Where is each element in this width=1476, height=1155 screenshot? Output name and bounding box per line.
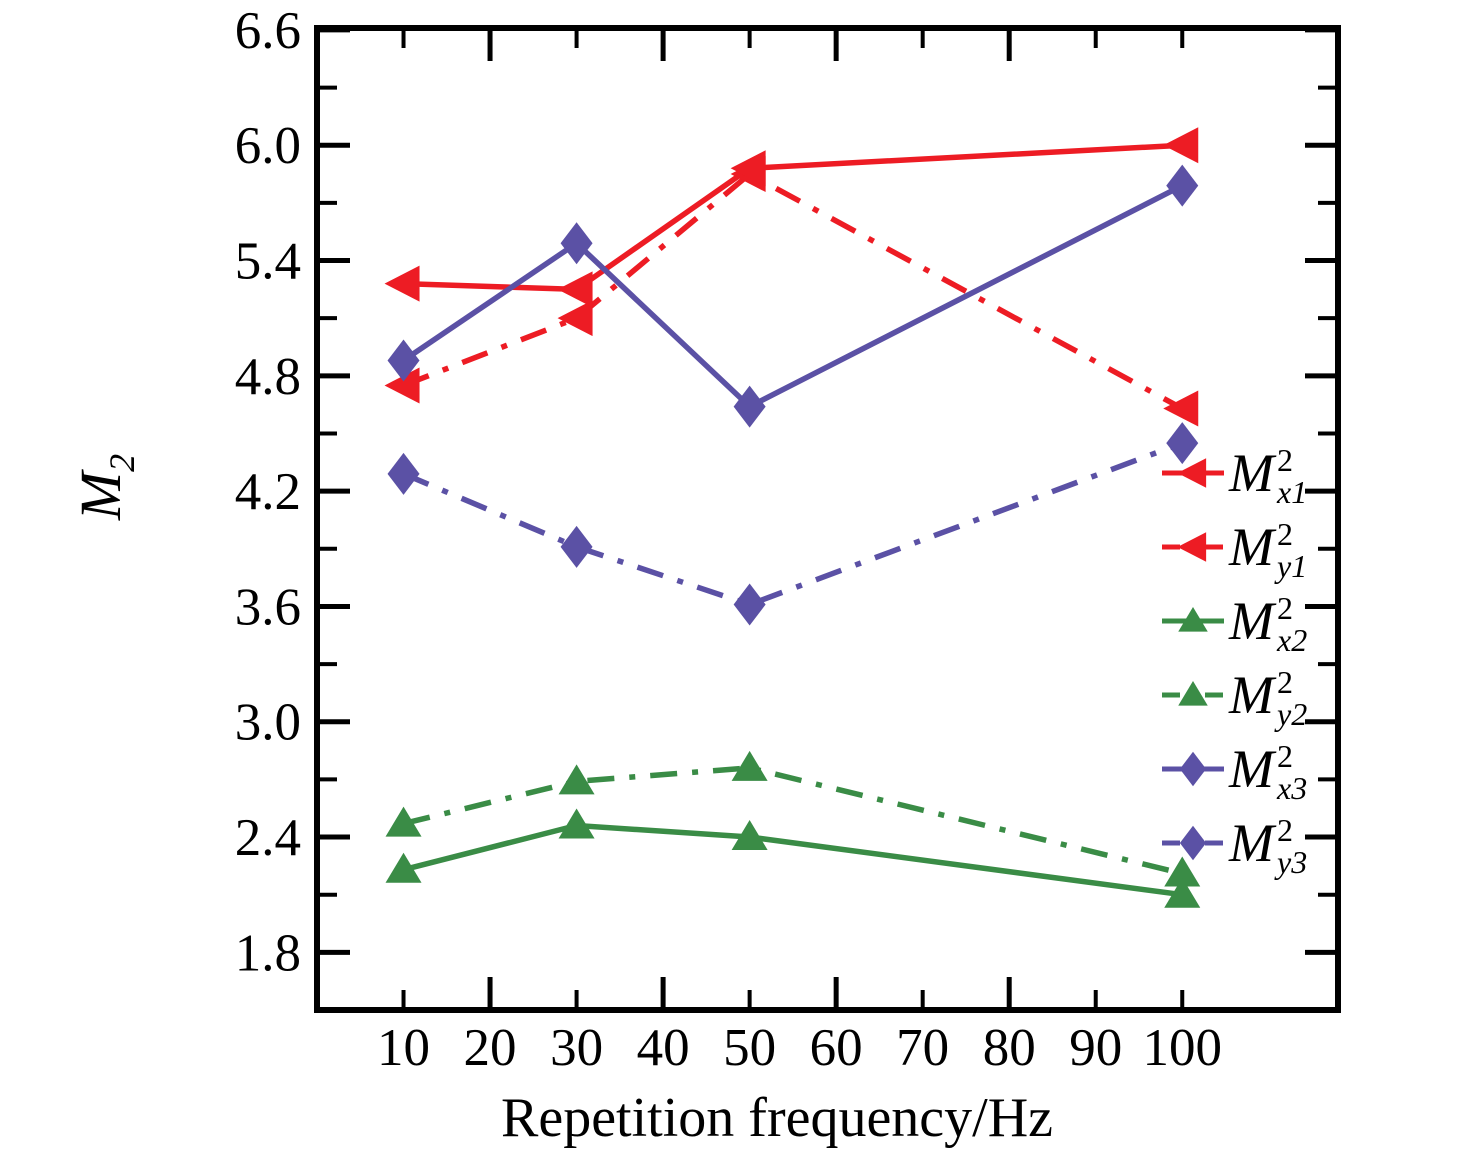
legend-label-Mx3-sub: x3: [1276, 770, 1308, 806]
series-Mx1-marker-30: [557, 271, 593, 308]
x-tick-label-70: 70: [896, 1019, 949, 1077]
y-tick-label-1.8: 1.8: [235, 924, 301, 982]
series-My3-line: [402, 440, 1184, 608]
legend-label-Mx1: M 2 x1: [1229, 441, 1308, 510]
y-tick-label-6.6: 6.6: [235, 2, 301, 60]
y-tick-label-5.4: 5.4: [235, 233, 301, 291]
y-tick-label-6: 6.0: [235, 117, 301, 175]
legend-label-Mx3-main: M: [1229, 739, 1274, 799]
y-axis-title-sub: 2: [102, 453, 142, 472]
series-My1-marker-100: [1163, 390, 1199, 427]
series-Mx3-marker-30: [560, 222, 593, 265]
legend-marker-Mx2-icon: [1162, 607, 1224, 632]
y-tick-label-3.6: 3.6: [235, 578, 301, 636]
series-Mx1-marker-10: [384, 265, 420, 302]
x-tick-label-90: 90: [1069, 1019, 1122, 1077]
legend-item-My3: M 2 y3: [1160, 806, 1307, 880]
x-tick-label-60: 60: [810, 1019, 863, 1077]
x-tick-label-20: 20: [464, 1019, 517, 1077]
series-My1-marker-10: [384, 367, 420, 404]
series-My3-marker-100: [1166, 422, 1199, 465]
series-Mx1-marker-100: [1163, 127, 1199, 164]
series-My2-marker-30: [558, 764, 595, 795]
legend-label-My3-sup: 2: [1276, 812, 1293, 848]
legend-item-Mx2: M 2 x2: [1160, 584, 1307, 658]
x-tick-label-50: 50: [723, 1019, 776, 1077]
series-Mx2-marker-30: [558, 808, 595, 839]
y-axis-title-main: M: [68, 471, 133, 521]
legend-marker-My3-icon: [1162, 825, 1224, 861]
series-My1-marker-30: [557, 300, 593, 337]
series-Mx3-marker-50: [733, 385, 766, 428]
x-tick-label-80: 80: [983, 1019, 1036, 1077]
series-Mx3-marker-10: [387, 339, 420, 382]
x-axis-title: Repetition frequency/Hz: [500, 1087, 1054, 1149]
legend-item-Mx3: M 2 x3: [1160, 732, 1307, 806]
series-My2-line: [402, 765, 1183, 877]
y-tick-label-4.2: 4.2: [235, 463, 301, 521]
x-tick-label-100: 100: [1143, 1019, 1223, 1077]
y-tick-label-2.4: 2.4: [235, 809, 301, 867]
series-My1-line: [402, 170, 1184, 411]
legend: M 2 x1 M 2 y1 M 2 x2 M 2 y2 M 2 x3 M 2 y3: [1160, 436, 1307, 880]
series-Mx2-marker-50: [731, 820, 768, 851]
legend-label-My3: M 2 y3: [1229, 811, 1308, 880]
series-Mx1-marker-50: [730, 150, 766, 187]
series-My3-marker-10: [387, 452, 420, 495]
series-My2-marker-10: [385, 806, 422, 837]
legend-label-My1-sub: y1: [1276, 548, 1308, 584]
legend-label-My1-main: M: [1229, 517, 1274, 577]
legend-label-My2-sup: 2: [1276, 664, 1293, 700]
legend-marker-My2-icon: [1162, 681, 1224, 706]
series-My2-marker-50: [731, 750, 768, 781]
legend-label-Mx1-sub: x1: [1276, 474, 1308, 510]
legend-label-Mx1-sup: 2: [1276, 442, 1293, 478]
x-tick-label-30: 30: [550, 1019, 603, 1077]
legend-label-Mx1-main: M: [1229, 443, 1274, 503]
legend-marker-Mx3-icon: [1162, 751, 1224, 787]
series-Mx3-line: [401, 183, 1184, 410]
x-tick-label-10: 10: [377, 1019, 430, 1077]
plot-border: [314, 25, 1341, 1013]
legend-label-Mx3-sup: 2: [1276, 738, 1293, 774]
y-tick-label-4.8: 4.8: [235, 348, 301, 406]
legend-marker-My1-icon: [1162, 532, 1224, 562]
y-tick-label-3: 3.0: [235, 694, 301, 752]
legend-marker-Mx1-icon: [1162, 458, 1224, 488]
series-My3-marker-50: [733, 583, 766, 626]
series-Mx2-marker-100: [1164, 877, 1201, 908]
legend-label-My1: M 2 y1: [1229, 515, 1308, 584]
legend-label-Mx3: M 2 x3: [1229, 737, 1308, 806]
legend-label-Mx2-sub: x2: [1276, 622, 1308, 658]
legend-label-Mx2-sup: 2: [1276, 590, 1293, 626]
legend-label-My2-sub: y2: [1276, 696, 1308, 732]
x-tick-label-40: 40: [637, 1019, 690, 1077]
legend-label-My3-sub: y3: [1276, 844, 1308, 880]
series-My3-marker-30: [560, 525, 593, 568]
legend-label-Mx2-main: M: [1229, 591, 1274, 651]
legend-label-My2: M 2 y2: [1229, 663, 1308, 732]
legend-item-My2: M 2 y2: [1160, 658, 1307, 732]
legend-label-My1-sup: 2: [1276, 516, 1293, 552]
legend-item-My1: M 2 y1: [1160, 510, 1307, 584]
y-axis-title: M2: [67, 454, 143, 520]
series-Mx1-line: [403, 142, 1183, 293]
series-Mx2-marker-10: [385, 852, 422, 883]
series-Mx2-line: [402, 822, 1183, 898]
legend-label-Mx2: M 2 x2: [1229, 589, 1308, 658]
legend-label-My2-main: M: [1229, 665, 1274, 725]
series-Mx3-marker-100: [1166, 164, 1199, 207]
legend-label-My3-main: M: [1229, 813, 1274, 873]
legend-item-Mx1: M 2 x1: [1160, 436, 1307, 510]
series-My2-marker-100: [1164, 856, 1201, 887]
